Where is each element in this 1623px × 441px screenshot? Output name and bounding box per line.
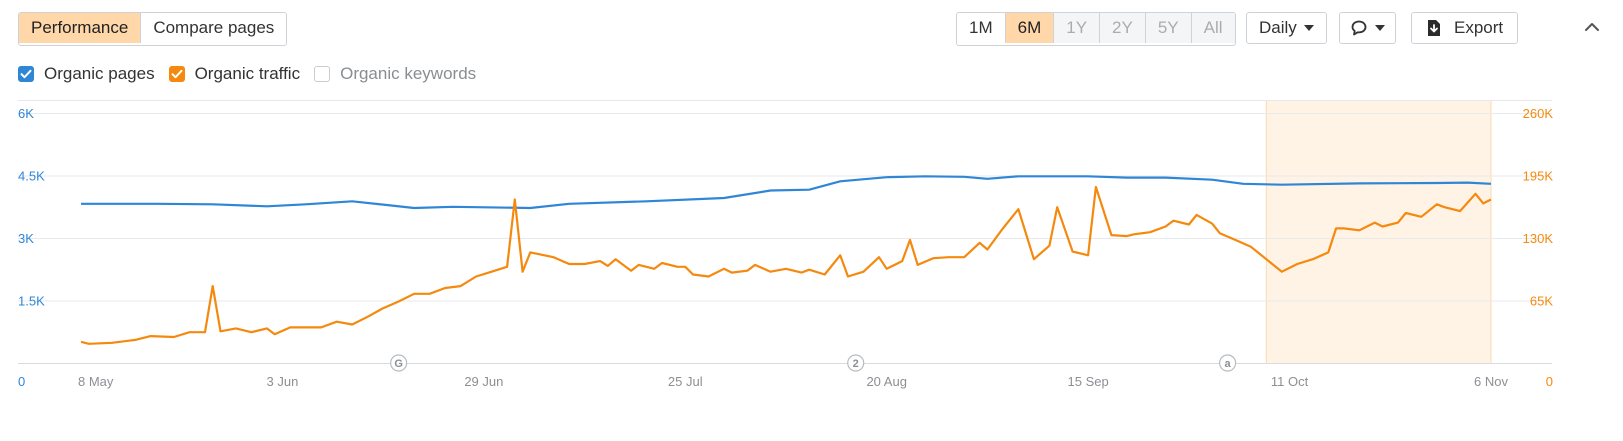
- mode-tabs: Performance Compare pages: [18, 12, 288, 46]
- series-line-organic-traffic: [80, 185, 1492, 345]
- legend-label-organic-traffic: Organic traffic: [194, 64, 301, 83]
- series-legend: Organic pages Organic traffic Organic ke…: [18, 64, 490, 84]
- x-tick-label: 8 May: [78, 374, 114, 389]
- performance-chart: 0 1.5K 3K 4.5K 6K 0 65K 130K 195K 260K 8 May 3 Jun 2…: [18, 100, 1554, 389]
- annotation-marker: [847, 354, 865, 372]
- download-icon: [1428, 20, 1440, 36]
- interval-select[interactable]: Daily: [1246, 12, 1327, 44]
- annotation-marker-label: a: [1225, 358, 1232, 370]
- legend-label-organic-keywords: Organic keywords: [340, 64, 477, 83]
- legend-organic-keywords[interactable]: Organic keywords: [314, 64, 476, 84]
- highlight-band: [1266, 100, 1491, 363]
- series-line-organic-pages: [81, 175, 1492, 210]
- y-right-tick-label: 195K: [1523, 169, 1554, 184]
- y-right-tick-label: 65K: [1530, 294, 1553, 309]
- chevron-up-icon: [1585, 23, 1599, 31]
- annotation-menu-button[interactable]: [1339, 12, 1396, 44]
- y-right-tick-label: 0: [1546, 374, 1553, 389]
- legend-organic-pages[interactable]: Organic pages: [18, 64, 155, 84]
- range-1m-button[interactable]: 1M: [957, 13, 1006, 43]
- x-tick-label: 29 Jun: [464, 374, 503, 389]
- export-button[interactable]: Export: [1411, 12, 1519, 44]
- legend-label-organic-pages: Organic pages: [44, 64, 155, 83]
- y-left-tick-label: 4.5K: [18, 169, 45, 184]
- y-left-tick-label: 0: [18, 374, 25, 389]
- y-left-tick-label: 3K: [18, 231, 34, 246]
- x-tick-label: 15 Sep: [1068, 374, 1109, 389]
- x-tick-label: 11 Oct: [1271, 374, 1309, 389]
- range-all-button[interactable]: All: [1191, 13, 1235, 43]
- checkbox-organic-keywords[interactable]: [314, 66, 331, 82]
- checkbox-organic-pages[interactable]: [18, 66, 34, 82]
- checkbox-organic-traffic[interactable]: [168, 66, 185, 82]
- annotation-marker-label: G: [394, 358, 403, 370]
- y-left-tick-label: 1.5K: [18, 294, 45, 309]
- annotation-marker: [390, 354, 408, 372]
- checkmark-icon: [171, 69, 183, 79]
- export-label: Export: [1454, 18, 1504, 37]
- x-tick-label: 20 Aug: [866, 374, 907, 389]
- annotation-marker: [1218, 354, 1237, 372]
- x-tick-label: 25 Jul: [668, 374, 703, 389]
- range-2y-button[interactable]: 2Y: [1100, 13, 1146, 43]
- chevron-down-icon: [1303, 25, 1314, 31]
- y-left-tick-label: 6K: [18, 106, 34, 121]
- tab-compare-pages[interactable]: Compare pages: [153, 18, 275, 37]
- chevron-down-icon: [1375, 25, 1385, 31]
- range-6m-button[interactable]: 6M: [1005, 13, 1055, 43]
- chart-toolbar: Performance Compare pages 1M 6M 1Y 2Y 5Y…: [18, 12, 1605, 46]
- y-right-tick-label: 130K: [1523, 231, 1554, 246]
- legend-organic-traffic[interactable]: Organic traffic: [168, 64, 301, 84]
- annotation-marker-label: 2: [853, 358, 859, 370]
- x-tick-label: 3 Jun: [267, 374, 299, 389]
- range-5y-button[interactable]: 5Y: [1145, 13, 1192, 43]
- y-right-tick-label: 260K: [1523, 106, 1554, 121]
- collapse-button[interactable]: [1579, 14, 1605, 40]
- range-1y-button[interactable]: 1Y: [1054, 13, 1101, 43]
- range-tabs: 1M 6M 1Y 2Y 5Y All: [956, 12, 1236, 46]
- x-tick-label: 6 Nov: [1474, 374, 1508, 389]
- interval-value: Daily: [1259, 18, 1297, 37]
- speech-bubble-icon: [1351, 20, 1367, 36]
- checkmark-icon: [20, 69, 32, 79]
- tab-performance[interactable]: Performance: [19, 13, 142, 43]
